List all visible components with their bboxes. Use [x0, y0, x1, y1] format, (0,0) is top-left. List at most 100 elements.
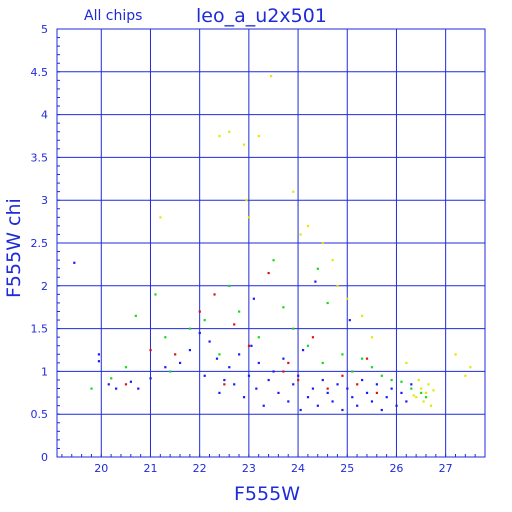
data-point [400, 391, 403, 394]
data-point [370, 400, 374, 403]
data-point [321, 242, 324, 245]
y-tick-label: 2.5 [31, 237, 49, 250]
data-point [390, 387, 393, 390]
data-point [247, 344, 251, 347]
data-point [218, 135, 221, 138]
data-point [223, 378, 226, 382]
data-point [410, 387, 413, 390]
data-point [228, 366, 231, 369]
data-point [326, 387, 329, 390]
data-point [321, 361, 324, 365]
data-point [238, 353, 241, 356]
data-point [370, 366, 374, 369]
data-point [149, 349, 152, 352]
data-point [361, 314, 364, 317]
data-point [218, 391, 221, 394]
data-point [134, 314, 137, 317]
data-point [405, 361, 408, 365]
data-point [97, 353, 101, 356]
data-point [311, 387, 315, 390]
plot-grid [57, 28, 485, 458]
data-point [370, 336, 374, 339]
data-point [267, 378, 270, 382]
x-tick-label: 20 [94, 462, 108, 475]
data-point [188, 349, 192, 352]
data-point [137, 387, 140, 390]
data-point [348, 319, 351, 322]
y-tick-label: 0 [41, 451, 48, 464]
data-point [203, 374, 206, 377]
x-tick-label: 27 [439, 462, 453, 475]
y-tick-label: 4.5 [31, 66, 49, 79]
data-point [299, 233, 302, 236]
x-tick-label: 23 [242, 462, 256, 475]
y-axis-label: F555W chi [3, 198, 25, 298]
data-point [469, 366, 472, 369]
data-point [242, 396, 246, 399]
y-tick-label: 1.5 [31, 323, 49, 336]
data-point [336, 383, 339, 386]
data-point [169, 370, 172, 373]
data-point [341, 408, 344, 412]
data-point [154, 293, 157, 296]
data-point [174, 353, 177, 356]
data-point [410, 383, 413, 386]
data-point [164, 366, 167, 369]
data-point [326, 301, 329, 305]
data-point [306, 344, 310, 347]
data-point [331, 400, 334, 403]
data-point [149, 377, 152, 380]
data-point [228, 284, 231, 287]
data-point [282, 357, 285, 360]
data-point [292, 383, 295, 386]
x-tick-label: 21 [143, 462, 157, 475]
plot-frame [56, 28, 486, 458]
axis-ticks: 20 21 22 23 24 25 26 27 0 0.5 1 1.5 2 2.5 3 3.5 4 4.5 5 [31, 23, 486, 475]
data-point [277, 391, 280, 394]
data-point [233, 383, 236, 386]
data-point [257, 135, 260, 138]
y-tick-label: 3 [41, 194, 48, 207]
data-point [395, 404, 398, 407]
x-tick-label: 24 [291, 462, 305, 475]
data-point [164, 336, 167, 339]
data-point [215, 357, 219, 360]
data-point [223, 383, 226, 386]
data-point [233, 323, 236, 326]
data-point [429, 404, 433, 407]
data-point [321, 378, 324, 382]
data-point [198, 331, 201, 335]
data-point [341, 353, 344, 356]
data-point [361, 357, 364, 360]
data-point [346, 297, 349, 300]
data-point [405, 400, 408, 403]
data-point [124, 366, 128, 369]
data-point [311, 336, 315, 339]
data-point [385, 396, 388, 399]
chips-label: All chips [84, 8, 142, 24]
x-tick-label: 26 [389, 462, 403, 475]
data-point [107, 383, 110, 386]
x-axis-label: F555W [234, 483, 300, 505]
data-point [90, 387, 93, 390]
data-point [326, 391, 329, 394]
data-point [252, 297, 255, 300]
data-point [306, 396, 310, 399]
y-tick-label: 4 [41, 109, 48, 122]
data-point [365, 391, 369, 394]
data-point [292, 190, 295, 193]
data-point [297, 374, 300, 377]
data-point [432, 389, 435, 392]
data-point [287, 361, 290, 365]
data-point [299, 408, 302, 412]
data-point [331, 259, 334, 262]
data-point [390, 378, 393, 382]
data-point [380, 408, 383, 412]
data-point [400, 380, 403, 383]
y-tick-label: 5 [41, 23, 48, 36]
data-point [336, 284, 339, 287]
data-point [351, 396, 354, 399]
data-point [247, 216, 251, 219]
data-point [375, 391, 378, 394]
